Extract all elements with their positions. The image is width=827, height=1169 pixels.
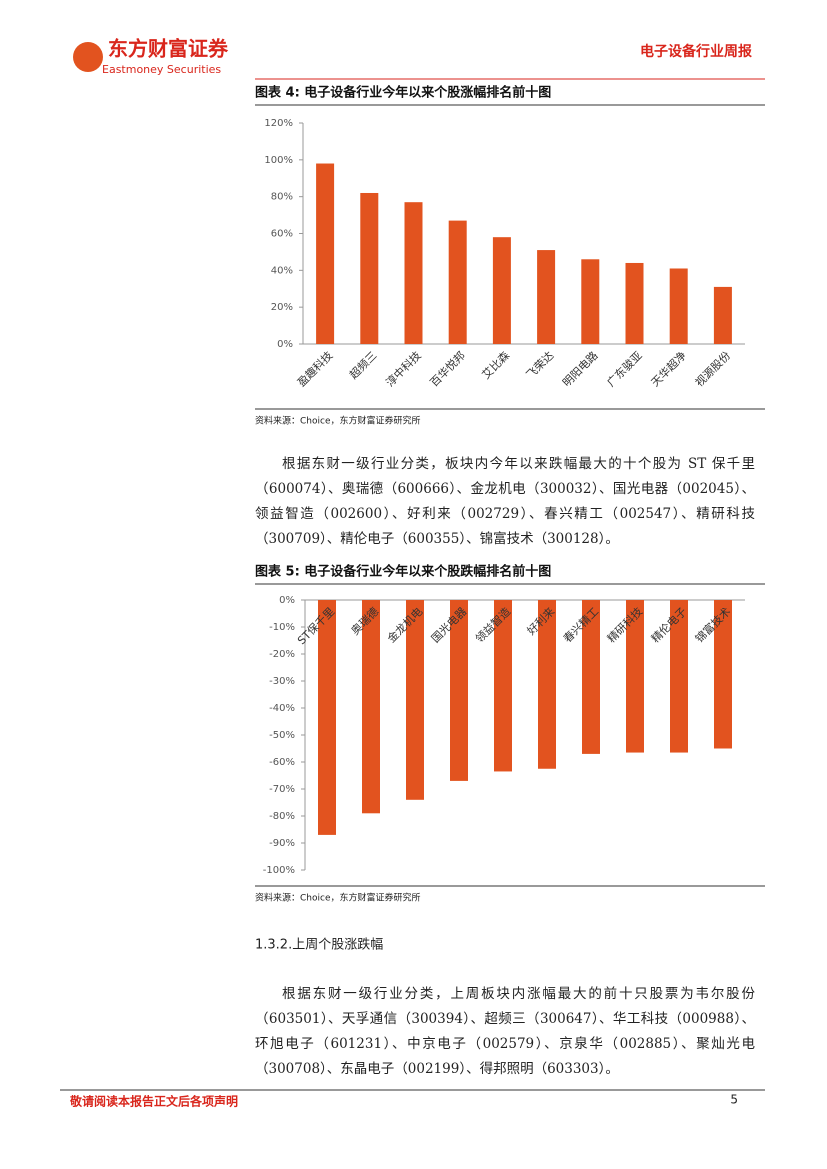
y-tick-label: -80% [269,811,295,822]
bar [406,600,424,800]
section-heading: 1.3.2.上周个股涨跌幅 [255,937,383,953]
logo-mark [73,42,103,72]
bar [362,600,380,814]
x-tick-label: 飞荣达 [524,349,557,382]
chart-title: 图表 5: 电子设备行业今年以来个股跌幅排名前十图 [255,564,551,580]
y-tick-label: 80% [271,192,293,203]
bar [581,259,600,344]
report-title: 电子设备行业周报 [640,43,752,60]
y-tick-label: 120% [264,118,293,129]
x-tick-label: 视源股份 [692,348,733,389]
bar [582,600,600,754]
x-tick-label: 广东骏亚 [604,348,645,389]
paragraph: 根据东财一级行业分类，板块内今年以来跌幅最大的十个股为 ST 保千里（60007… [255,456,755,547]
bar [318,600,336,835]
page-number: 5 [730,1093,738,1107]
y-tick-label: -20% [269,649,295,660]
bar [448,220,467,344]
y-tick-label: -50% [269,730,295,741]
y-tick-label: -100% [263,865,295,876]
bar [626,600,644,753]
x-tick-label: 天华超净 [648,348,689,389]
bar [714,600,732,749]
bar [316,163,335,344]
y-tick-label: -90% [269,838,295,849]
logo-cn: 东方财富证券 [108,37,229,61]
y-tick-label: 40% [271,265,293,276]
x-tick-label: 百华悦邦 [427,348,468,389]
x-tick-label: 超频三 [346,348,379,381]
chart-source: 资料来源：Choice，东方财富证券研究所 [255,892,420,904]
bar [670,600,688,753]
bar [492,237,511,344]
paragraph: 根据东财一级行业分类，上周板块内涨幅最大的前十只股票为韦尔股份（603501）、… [255,986,755,1077]
bar [360,192,379,344]
bar [669,268,688,344]
y-tick-label: 0% [277,339,293,350]
bar [494,600,512,772]
x-tick-label: 明阳电路 [560,349,600,389]
x-tick-label: 盈趣科技 [294,348,335,389]
x-tick-label: 淳中科技 [383,348,424,389]
y-tick-label: 100% [264,155,293,166]
x-tick-label: 艾比森 [479,348,512,381]
chart-title: 图表 4: 电子设备行业今年以来个股涨幅排名前十图 [255,85,551,101]
bar [538,600,556,769]
y-tick-label: 60% [271,229,293,240]
y-tick-label: -70% [269,784,295,795]
logo-en: Eastmoney Securities [102,63,221,76]
y-tick-label: 20% [271,302,293,313]
y-tick-label: -60% [269,757,295,768]
y-tick-label: -10% [269,622,295,633]
bar [537,250,556,344]
chart-source: 资料来源：Choice，东方财富证券研究所 [255,415,420,427]
bar [450,600,468,781]
bar [404,202,423,344]
footer-disclaimer: 敬请阅读本报告正文后各项声明 [69,1094,238,1109]
y-tick-label: -30% [269,676,295,687]
y-tick-label: 0% [279,595,295,606]
y-tick-label: -40% [269,703,295,714]
bar [625,262,644,344]
bar [713,286,732,344]
